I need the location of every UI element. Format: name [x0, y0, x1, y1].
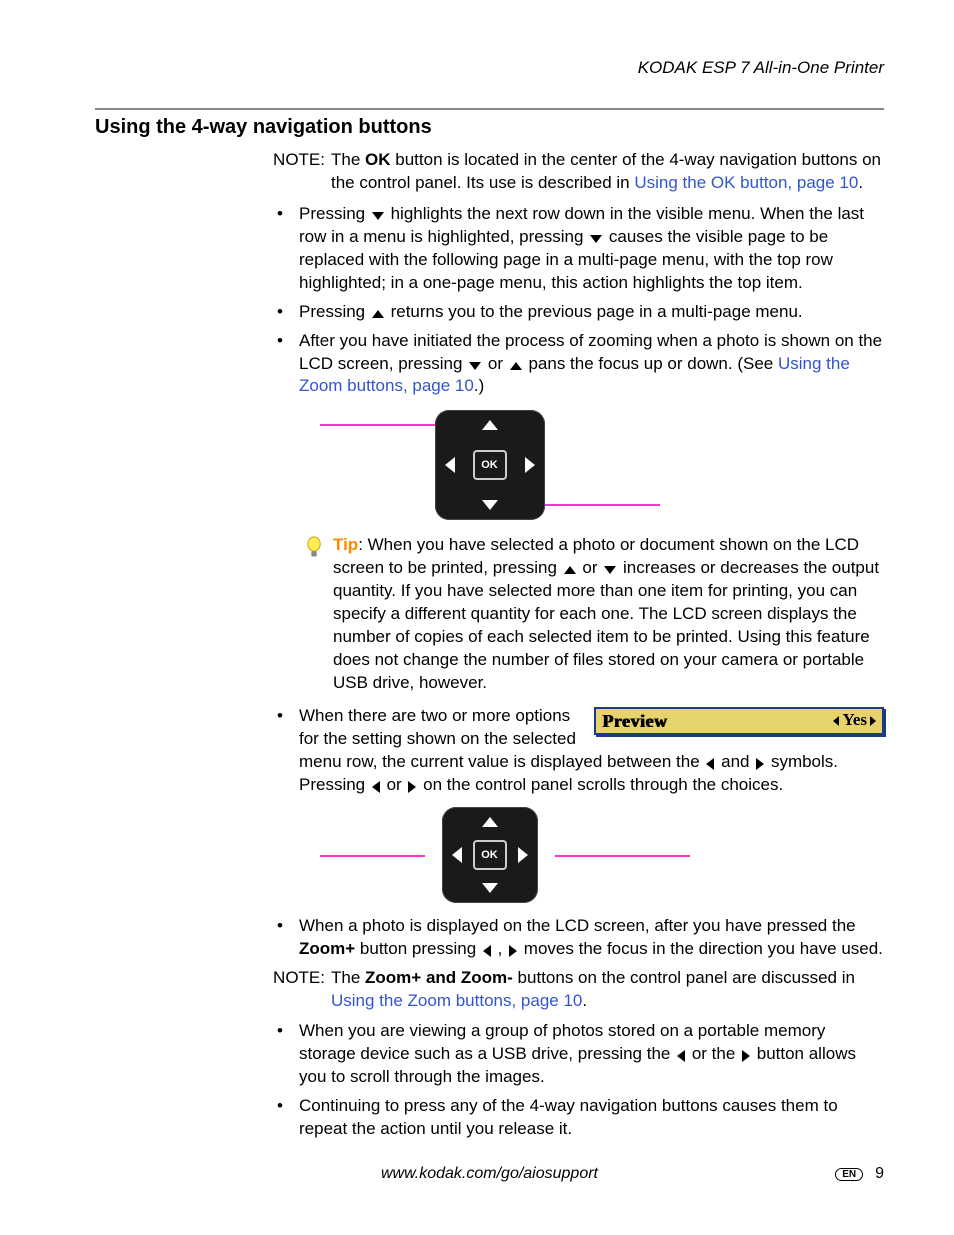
- arrow-up-icon: [510, 362, 522, 370]
- arrow-right-icon: [518, 847, 528, 863]
- note-label: NOTE:: [265, 149, 331, 195]
- note-label: NOTE:: [265, 967, 331, 1013]
- tip-block: Tip: When you have selected a photo or d…: [305, 534, 884, 695]
- arrow-down-icon: [372, 212, 384, 220]
- text: pans the focus up or down. (See: [524, 354, 778, 373]
- text: or the: [687, 1044, 740, 1063]
- section-heading: Using the 4-way navigation buttons: [95, 116, 884, 139]
- note-1: NOTE: The OK button is located in the ce…: [265, 149, 884, 195]
- text: and: [716, 752, 754, 771]
- link-zoom-2[interactable]: Using the Zoom buttons, page 10: [331, 991, 582, 1010]
- arrow-up-icon: [482, 420, 498, 430]
- page-footer: www.kodak.com/go/aiosupport EN 9: [95, 1165, 884, 1183]
- arrow-left-icon: [833, 716, 839, 726]
- text: Pressing: [299, 302, 370, 321]
- ok-button-graphic: OK: [473, 450, 507, 480]
- arrow-right-icon: [870, 716, 876, 726]
- text: ,: [493, 939, 507, 958]
- text: buttons on the control panel are discuss…: [513, 968, 855, 987]
- navpad-graphic: OK: [435, 410, 545, 520]
- callout-line: [555, 855, 690, 857]
- language-badge: EN: [835, 1168, 863, 1181]
- text: When a photo is displayed on the LCD scr…: [299, 916, 856, 935]
- list-item: Preview Yes When there are two or more o…: [273, 705, 884, 797]
- list-item: When a photo is displayed on the LCD scr…: [273, 915, 884, 961]
- text: .: [858, 173, 863, 192]
- lcd-preview-badge: Preview Yes: [594, 707, 884, 735]
- lightbulb-icon: [305, 536, 327, 695]
- lcd-label: Preview: [602, 709, 667, 733]
- text: .: [582, 991, 587, 1010]
- text: Yes: [842, 709, 867, 732]
- note-body: The OK button is located in the center o…: [331, 149, 884, 195]
- arrow-up-icon: [482, 817, 498, 827]
- footer-url[interactable]: www.kodak.com/go/aiosupport: [381, 1165, 598, 1183]
- arrow-up-icon: [564, 566, 576, 574]
- arrow-right-icon: [525, 457, 535, 473]
- note-2: NOTE: The Zoom+ and Zoom- buttons on the…: [265, 967, 884, 1013]
- text: or: [382, 775, 407, 794]
- arrow-left-icon: [677, 1050, 685, 1062]
- bullet-list-4: When you are viewing a group of photos s…: [273, 1020, 884, 1141]
- text: increases or decreases the output quanti…: [333, 558, 879, 692]
- list-item: After you have initiated the process of …: [273, 330, 884, 399]
- arrow-down-icon: [590, 235, 602, 243]
- header-rule: [95, 108, 884, 110]
- page-number: 9: [875, 1165, 884, 1183]
- tip-body: Tip: When you have selected a photo or d…: [333, 534, 884, 695]
- text: The: [331, 968, 365, 987]
- note-body: The Zoom+ and Zoom- buttons on the contr…: [331, 967, 884, 1013]
- product-name: KODAK ESP 7 All-in-One Printer: [95, 58, 884, 78]
- bullet-list-2: Preview Yes When there are two or more o…: [273, 705, 884, 797]
- text: or: [578, 558, 603, 577]
- arrow-right-icon: [742, 1050, 750, 1062]
- zoom-bold: Zoom+: [299, 939, 355, 958]
- callout-line: [320, 424, 450, 426]
- arrow-left-icon: [372, 781, 380, 793]
- text: The: [331, 150, 365, 169]
- navpad-figure-2: OK: [95, 805, 884, 905]
- list-item: Pressing highlights the next row down in…: [273, 203, 884, 295]
- arrow-left-icon: [445, 457, 455, 473]
- arrow-down-icon: [469, 362, 481, 370]
- zoom-bold: Zoom+ and Zoom-: [365, 968, 513, 987]
- list-item: When you are viewing a group of photos s…: [273, 1020, 884, 1089]
- text: or: [483, 354, 508, 373]
- bullet-list-1: Pressing highlights the next row down in…: [273, 203, 884, 399]
- arrow-down-icon: [482, 500, 498, 510]
- text: Pressing: [299, 204, 370, 223]
- arrow-left-icon: [483, 945, 491, 957]
- bullet-list-3: When a photo is displayed on the LCD scr…: [273, 915, 884, 961]
- callout-line: [530, 504, 660, 506]
- text: moves the focus in the direction you hav…: [519, 939, 883, 958]
- ok-button-graphic: OK: [473, 840, 507, 870]
- text: .): [474, 376, 484, 395]
- list-item: Pressing returns you to the previous pag…: [273, 301, 884, 324]
- lcd-value: Yes: [833, 709, 876, 732]
- manual-page: KODAK ESP 7 All-in-One Printer Using the…: [0, 0, 954, 1235]
- arrow-down-icon: [482, 883, 498, 893]
- tip-label: Tip: [333, 535, 358, 554]
- arrow-left-icon: [706, 758, 714, 770]
- arrow-right-icon: [408, 781, 416, 793]
- navpad-graphic: OK: [442, 807, 538, 903]
- arrow-up-icon: [372, 310, 384, 318]
- navpad-figure-1: OK: [95, 406, 884, 524]
- list-item: Continuing to press any of the 4-way nav…: [273, 1095, 884, 1141]
- link-ok-button[interactable]: Using the OK button, page 10: [634, 173, 858, 192]
- arrow-left-icon: [452, 847, 462, 863]
- arrow-right-icon: [509, 945, 517, 957]
- ok-bold: OK: [365, 150, 391, 169]
- callout-line: [320, 855, 425, 857]
- text: on the control panel scrolls through the…: [418, 775, 783, 794]
- arrow-down-icon: [604, 566, 616, 574]
- text: returns you to the previous page in a mu…: [386, 302, 803, 321]
- text: button pressing: [355, 939, 481, 958]
- arrow-right-icon: [756, 758, 764, 770]
